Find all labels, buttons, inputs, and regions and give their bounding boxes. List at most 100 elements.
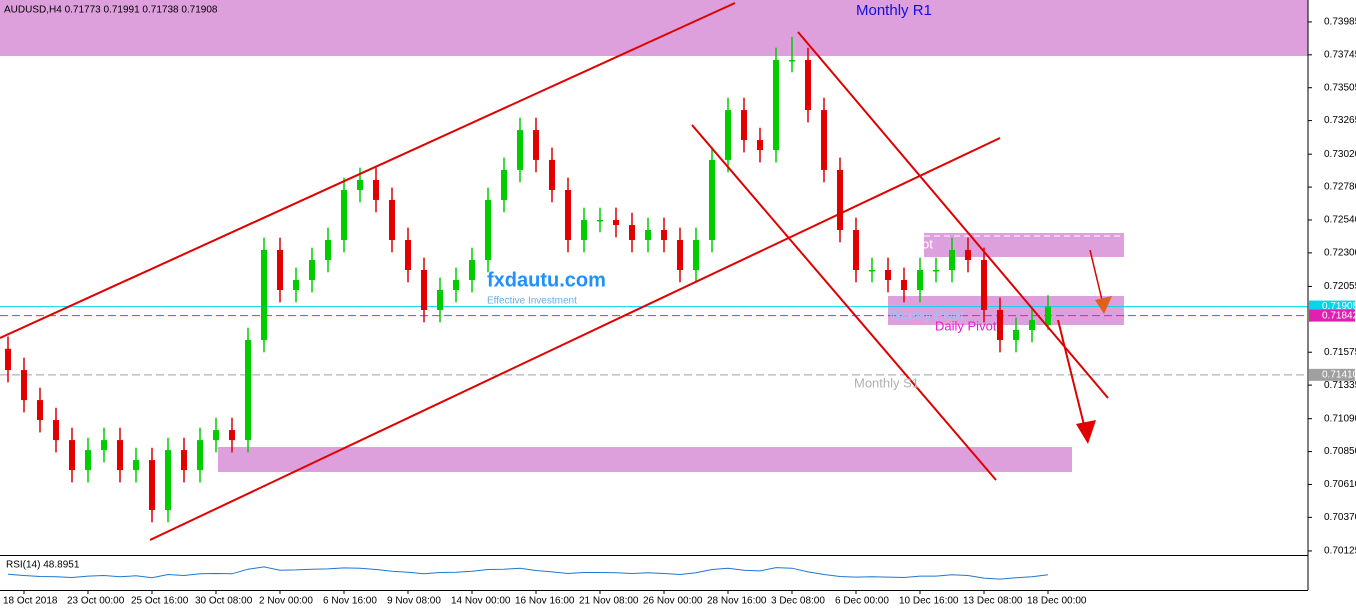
candle-body — [453, 279, 459, 290]
down-channel-upper — [797, 31, 1109, 399]
zones — [0, 0, 1308, 472]
watermark-subtitle: Effective Investment — [487, 296, 577, 307]
chart-title: AUDUSD,H4 0.71773 0.71991 0.71738 0.7190… — [4, 5, 218, 16]
price-tag — [1309, 368, 1355, 381]
candle-body — [245, 340, 251, 441]
candle-body — [37, 400, 43, 421]
candle-body — [149, 460, 155, 510]
candle-body — [901, 279, 907, 290]
rsi-panel — [7, 566, 1049, 580]
rsi-title: RSI(14) 48.8951 — [6, 560, 80, 571]
candle-body — [373, 179, 379, 200]
annotation: ot — [922, 236, 933, 251]
x-tick-label: 18 Oct 2018 — [3, 596, 58, 607]
candle-body — [53, 420, 59, 441]
candle-body — [549, 159, 555, 190]
candle-body — [101, 440, 107, 451]
candle-body — [1029, 320, 1035, 331]
price-tag — [1309, 309, 1355, 322]
candle-body — [485, 199, 491, 260]
candle-body — [629, 225, 635, 240]
price-tag-label: 0.71908 — [1322, 301, 1356, 312]
candle-body — [677, 239, 683, 270]
annotation: Daily Pivot — [935, 318, 997, 333]
price-tag-label: 0.71410 — [1322, 369, 1356, 380]
candle-body — [789, 60, 795, 62]
candle-body — [309, 259, 315, 280]
candle-body — [261, 249, 267, 341]
x-tick-label: 2 Nov 00:00 — [259, 596, 313, 607]
y-tick-label: 0.71335 — [1324, 380, 1356, 391]
arrow-shaft — [1089, 249, 1103, 301]
x-tick-label: 9 Nov 08:00 — [387, 596, 441, 607]
zone-pivot — [888, 296, 1124, 325]
candle-body — [853, 229, 859, 270]
watermark: fxdautu.com — [487, 269, 606, 291]
candle-body — [981, 259, 987, 311]
candle-body — [661, 229, 667, 240]
y-tick-label: 0.73265 — [1324, 115, 1356, 126]
annotation: Weekly Pivot — [889, 307, 964, 322]
candle-body — [517, 130, 523, 170]
candle-body — [165, 450, 171, 510]
candle-body — [773, 60, 779, 151]
candle-body — [645, 229, 651, 240]
candle-body — [341, 189, 347, 240]
candle-body — [293, 279, 299, 290]
channel-lower — [149, 137, 1001, 541]
candle-body — [421, 269, 427, 311]
rsi-line — [7, 566, 1049, 580]
candle-body — [501, 169, 507, 200]
levels — [0, 306, 1308, 376]
channel-upper — [0, 2, 736, 339]
candle-body — [565, 189, 571, 240]
candle-body — [581, 219, 587, 240]
candle-body — [613, 219, 619, 226]
x-tick-label: 23 Oct 00:00 — [67, 596, 125, 607]
y-tick-label: 0.72055 — [1324, 281, 1356, 292]
price-tag — [1309, 300, 1355, 313]
candle-body — [1013, 330, 1019, 341]
candle-body — [693, 239, 699, 270]
candle-body — [997, 310, 1003, 341]
zone-support — [218, 447, 1072, 472]
candle-body — [885, 269, 891, 280]
candle-body — [117, 440, 123, 471]
candle-body — [757, 140, 763, 151]
y-tick-label: 0.73985 — [1324, 17, 1356, 28]
candle-body — [949, 249, 955, 270]
candle-body — [229, 430, 235, 441]
candle-body — [933, 269, 939, 272]
x-tick-label: 18 Dec 00:00 — [1027, 596, 1087, 607]
candle-body — [725, 110, 731, 160]
y-tick-label: 0.71575 — [1324, 347, 1356, 358]
zone-monthly-r1 — [0, 0, 1308, 56]
candle-body — [869, 269, 875, 272]
candle-body — [389, 199, 395, 240]
x-tick-label: 13 Dec 08:00 — [963, 596, 1023, 607]
x-tick-label: 14 Nov 00:00 — [451, 596, 511, 607]
x-tick-label: 26 Nov 00:00 — [643, 596, 703, 607]
candle-body — [133, 460, 139, 471]
candles — [5, 36, 1051, 523]
candle-body — [325, 239, 331, 260]
candle-body — [181, 450, 187, 471]
annotation: Monthly R1 — [856, 2, 932, 19]
x-tick-label: 6 Dec 00:00 — [835, 596, 889, 607]
candle-body — [21, 370, 27, 401]
candle-body — [597, 219, 603, 222]
candle-body — [357, 179, 363, 190]
candle-body — [1045, 306, 1051, 326]
candle-body — [741, 110, 747, 141]
arrow-shaft — [1057, 319, 1085, 426]
x-tick-label: 28 Nov 16:00 — [707, 596, 767, 607]
arrow-head — [1095, 296, 1112, 314]
candle-body — [805, 60, 811, 111]
